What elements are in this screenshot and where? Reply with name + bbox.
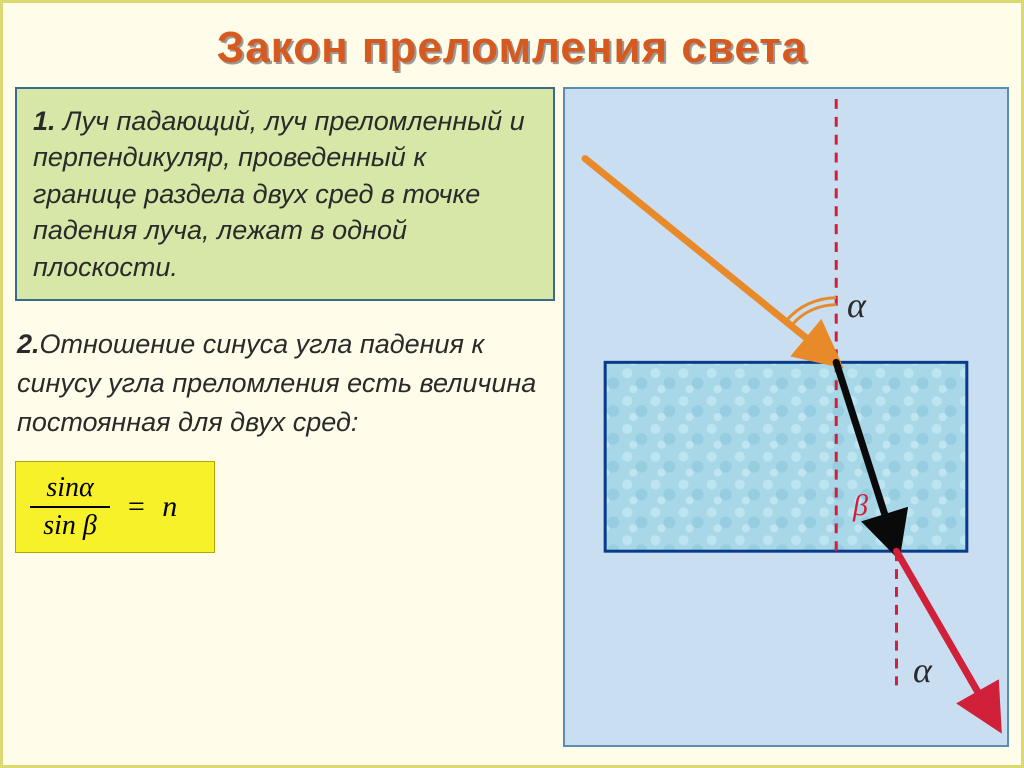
left-column: 1. Луч падающий, луч преломленный и перп… [15, 87, 555, 747]
diagram-label: α [913, 649, 932, 691]
rule-1-lead: 1. [33, 106, 56, 136]
formula-rhs: n [162, 490, 177, 524]
title-text: Закон преломления света [217, 23, 808, 72]
rule-2-box: 2.Отношение синуса угла падения к синусу… [15, 321, 555, 446]
main-row: 1. Луч падающий, луч преломленный и перп… [3, 87, 1021, 747]
diagram-panel: α β α [563, 87, 1009, 747]
page-title: Закон преломления света [3, 3, 1021, 87]
formula-box: sinα sin β = n [15, 461, 215, 553]
refraction-diagram [565, 89, 1007, 745]
rule-2-lead: 2. [17, 329, 40, 359]
fraction: sinα sin β [30, 472, 110, 542]
rule-1-box: 1. Луч падающий, луч преломленный и перп… [15, 87, 555, 301]
diagram-label: α [847, 284, 866, 326]
fraction-bar [30, 506, 110, 508]
rule-1-body: Луч падающий, луч преломленный и перпенд… [33, 106, 525, 282]
rule-2-body: Отношение синуса угла падения к синусу у… [17, 329, 536, 437]
formula-numerator: sinα [46, 472, 93, 504]
formula-denominator: sin β [43, 510, 97, 542]
formula-equals: = [126, 490, 146, 524]
diagram-label: β [853, 489, 868, 523]
